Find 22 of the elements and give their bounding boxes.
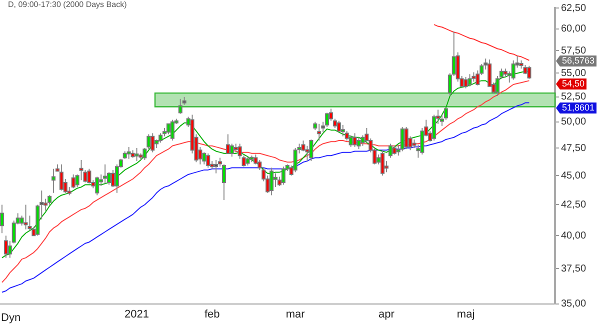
x-tick-label: 2021 [124, 308, 150, 320]
text: 51,8601 [562, 102, 595, 112]
y-tick-label: 60,00 [560, 24, 586, 35]
text: 54,50 [562, 78, 585, 88]
y-tick-label: 62,50 [560, 2, 586, 14]
y-tick-label: 47,50 [560, 142, 586, 154]
x-tick-label: maj [456, 308, 475, 320]
y-tick-label: 37,50 [560, 263, 586, 274]
y-tick-label: 45,00 [560, 170, 586, 182]
y-tick-label: 50,00 [560, 116, 586, 128]
y-tick-label: 35,00 [560, 298, 586, 310]
y-tick-label: 42,50 [560, 200, 586, 210]
x-tick-label: apr [378, 308, 395, 320]
text: 56,5763 [562, 55, 595, 66]
chart-title: D, 09:00-17:30 (2000 Days Back) [8, 0, 127, 9]
text: Dyn [1, 312, 21, 324]
y-tick-label: 52,50 [560, 92, 586, 103]
y-tick-label: 57,50 [560, 45, 586, 56]
x-tick-label: feb [204, 308, 220, 320]
y-tick-label: 55,00 [560, 68, 586, 79]
x-tick-label: mar [286, 308, 306, 320]
y-tick-label: 40,00 [560, 230, 586, 242]
